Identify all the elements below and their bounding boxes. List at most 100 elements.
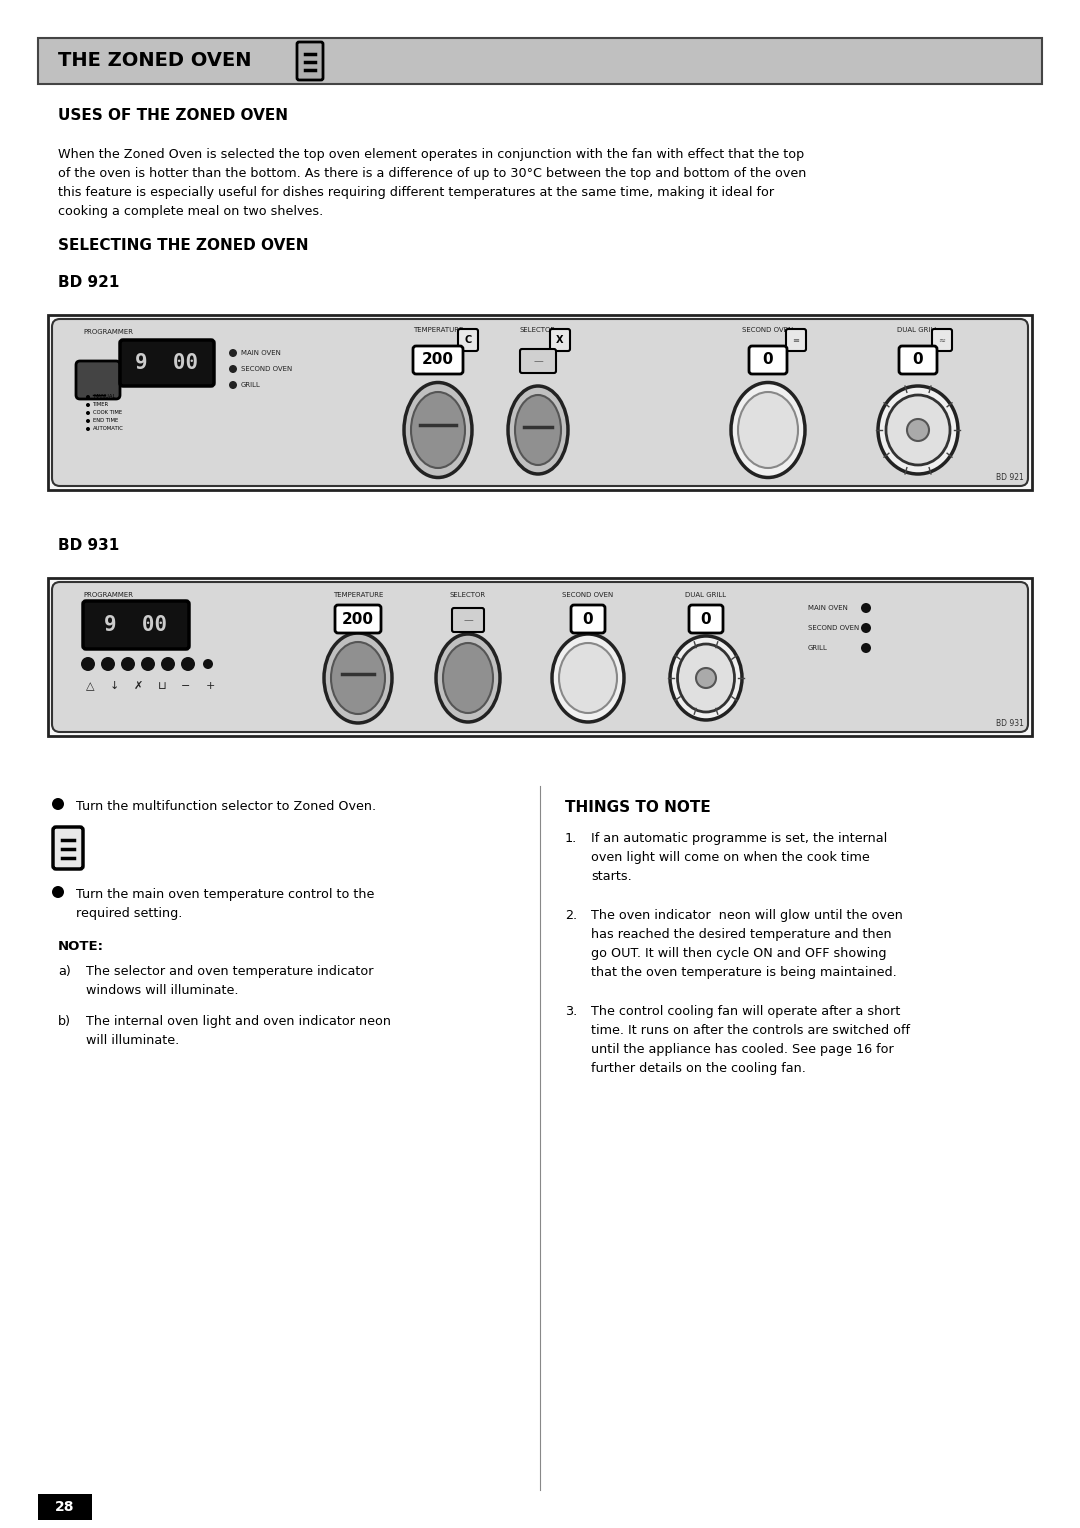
FancyBboxPatch shape bbox=[932, 329, 951, 351]
Text: TEMPERATURE: TEMPERATURE bbox=[333, 591, 383, 597]
Text: oven light will come on when the cook time: oven light will come on when the cook ti… bbox=[591, 851, 869, 863]
Text: further details on the cooling fan.: further details on the cooling fan. bbox=[591, 1062, 806, 1076]
Text: 9  00: 9 00 bbox=[135, 353, 199, 373]
FancyBboxPatch shape bbox=[689, 605, 723, 633]
FancyBboxPatch shape bbox=[550, 329, 570, 351]
Ellipse shape bbox=[443, 643, 492, 714]
Text: BD 921: BD 921 bbox=[58, 275, 120, 290]
Text: BD 921: BD 921 bbox=[996, 474, 1024, 481]
Text: 3.: 3. bbox=[565, 1005, 577, 1018]
Ellipse shape bbox=[515, 396, 561, 465]
Text: MANUAL: MANUAL bbox=[93, 394, 116, 399]
FancyBboxPatch shape bbox=[458, 329, 478, 351]
Text: required setting.: required setting. bbox=[76, 908, 183, 920]
Text: THINGS TO NOTE: THINGS TO NOTE bbox=[565, 801, 711, 814]
Text: 9  00: 9 00 bbox=[105, 614, 167, 636]
Text: MAIN OVEN: MAIN OVEN bbox=[241, 350, 281, 356]
Ellipse shape bbox=[330, 642, 384, 714]
Text: PROGRAMMER: PROGRAMMER bbox=[83, 591, 133, 597]
FancyBboxPatch shape bbox=[52, 319, 1028, 486]
Circle shape bbox=[102, 657, 114, 671]
Text: TIMER: TIMER bbox=[93, 402, 109, 408]
Text: 0: 0 bbox=[583, 611, 593, 626]
Circle shape bbox=[181, 657, 195, 671]
Circle shape bbox=[861, 604, 870, 613]
Circle shape bbox=[52, 798, 64, 810]
Text: SECOND OVEN: SECOND OVEN bbox=[563, 591, 613, 597]
Text: cooking a complete meal on two shelves.: cooking a complete meal on two shelves. bbox=[58, 205, 323, 219]
Text: The selector and oven temperature indicator: The selector and oven temperature indica… bbox=[86, 966, 374, 978]
Text: 28: 28 bbox=[55, 1500, 75, 1514]
FancyBboxPatch shape bbox=[413, 345, 463, 374]
Text: 0: 0 bbox=[762, 353, 773, 368]
FancyBboxPatch shape bbox=[120, 341, 214, 387]
Bar bbox=[38, 38, 1042, 84]
Ellipse shape bbox=[907, 419, 929, 442]
Circle shape bbox=[86, 419, 90, 423]
FancyBboxPatch shape bbox=[76, 361, 120, 399]
Circle shape bbox=[86, 426, 90, 431]
Text: The control cooling fan will operate after a short: The control cooling fan will operate aft… bbox=[591, 1005, 901, 1018]
Text: △: △ bbox=[85, 681, 94, 691]
Text: ↓: ↓ bbox=[109, 681, 119, 691]
Text: 1.: 1. bbox=[565, 833, 577, 845]
FancyBboxPatch shape bbox=[786, 329, 806, 351]
Text: DUAL GRILL: DUAL GRILL bbox=[686, 591, 727, 597]
Text: ✗: ✗ bbox=[133, 681, 143, 691]
FancyBboxPatch shape bbox=[750, 345, 787, 374]
Text: X: X bbox=[556, 335, 564, 345]
Text: Turn the main oven temperature control to the: Turn the main oven temperature control t… bbox=[76, 888, 375, 902]
Text: PROGRAMMER: PROGRAMMER bbox=[83, 329, 133, 335]
Text: END TIME: END TIME bbox=[93, 419, 118, 423]
Text: DUAL GRILL: DUAL GRILL bbox=[897, 327, 939, 333]
Text: TEMPERATURE: TEMPERATURE bbox=[413, 327, 463, 333]
Ellipse shape bbox=[738, 393, 798, 468]
Text: 200: 200 bbox=[342, 611, 374, 626]
Ellipse shape bbox=[508, 387, 568, 474]
FancyBboxPatch shape bbox=[52, 582, 1028, 732]
Text: USES OF THE ZONED OVEN: USES OF THE ZONED OVEN bbox=[58, 108, 288, 122]
Text: BD 931: BD 931 bbox=[996, 720, 1024, 727]
Text: 200: 200 bbox=[422, 353, 454, 368]
Text: Turn the multifunction selector to Zoned Oven.: Turn the multifunction selector to Zoned… bbox=[76, 801, 376, 813]
Text: —: — bbox=[463, 614, 473, 625]
FancyBboxPatch shape bbox=[297, 41, 323, 79]
FancyBboxPatch shape bbox=[335, 605, 381, 633]
Ellipse shape bbox=[552, 634, 624, 723]
Circle shape bbox=[229, 380, 237, 390]
Circle shape bbox=[229, 348, 237, 358]
Text: When the Zoned Oven is selected the top oven element operates in conjunction wit: When the Zoned Oven is selected the top … bbox=[58, 148, 805, 160]
Text: The oven indicator  neon will glow until the oven: The oven indicator neon will glow until … bbox=[591, 909, 903, 921]
Text: will illuminate.: will illuminate. bbox=[86, 1034, 179, 1047]
Text: b): b) bbox=[58, 1015, 71, 1028]
Ellipse shape bbox=[324, 633, 392, 723]
Text: THE ZONED OVEN: THE ZONED OVEN bbox=[58, 52, 252, 70]
Text: starts.: starts. bbox=[591, 869, 632, 883]
Text: 2.: 2. bbox=[565, 909, 577, 921]
FancyBboxPatch shape bbox=[53, 827, 83, 869]
Text: +: + bbox=[205, 681, 215, 691]
Text: SECOND OVEN: SECOND OVEN bbox=[808, 625, 860, 631]
Circle shape bbox=[229, 365, 237, 373]
Circle shape bbox=[141, 657, 156, 671]
Text: until the appliance has cooled. See page 16 for: until the appliance has cooled. See page… bbox=[591, 1044, 894, 1056]
Circle shape bbox=[161, 657, 175, 671]
Text: C: C bbox=[464, 335, 472, 345]
Circle shape bbox=[86, 411, 90, 416]
Text: time. It runs on after the controls are switched off: time. It runs on after the controls are … bbox=[591, 1024, 910, 1038]
Text: ⊔: ⊔ bbox=[158, 681, 166, 691]
Text: 0: 0 bbox=[913, 353, 923, 368]
Text: If an automatic programme is set, the internal: If an automatic programme is set, the in… bbox=[591, 833, 888, 845]
Ellipse shape bbox=[677, 643, 734, 712]
Bar bbox=[48, 315, 1032, 490]
Text: MAIN OVEN: MAIN OVEN bbox=[808, 605, 848, 611]
Ellipse shape bbox=[878, 387, 958, 474]
Bar bbox=[48, 578, 1032, 736]
Ellipse shape bbox=[559, 643, 617, 714]
Text: SELECTOR: SELECTOR bbox=[450, 591, 486, 597]
Ellipse shape bbox=[886, 396, 950, 465]
Text: go OUT. It will then cycle ON and OFF showing: go OUT. It will then cycle ON and OFF sh… bbox=[591, 947, 887, 960]
Text: −: − bbox=[181, 681, 191, 691]
FancyBboxPatch shape bbox=[519, 348, 556, 373]
Circle shape bbox=[203, 659, 213, 669]
